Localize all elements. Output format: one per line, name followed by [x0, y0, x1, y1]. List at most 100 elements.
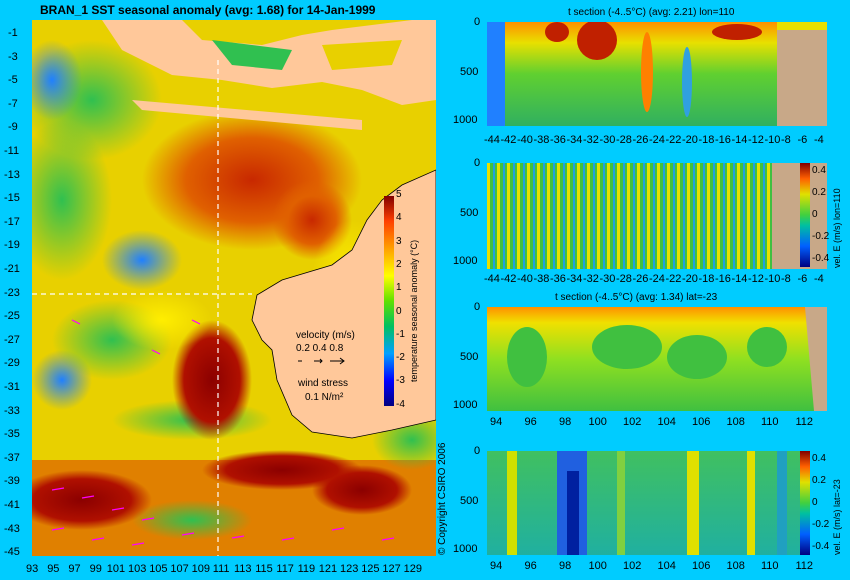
panel-x-tick: -8 — [781, 134, 791, 146]
map-x-tick: 119 — [297, 563, 316, 575]
map-x-tick: 123 — [340, 563, 359, 575]
panel-x-tick: -6 — [797, 134, 808, 146]
panel-x-tick: -34 — [566, 134, 583, 146]
wind-stress-label: wind stress — [298, 378, 349, 389]
panel-x-tick: -12 — [748, 134, 764, 146]
map-y-tick: -29 — [4, 357, 20, 370]
map-x-tick: 117 — [276, 563, 294, 575]
panel1-title: t section (-4..5°C) (avg: 2.21) lon=110 — [568, 7, 735, 18]
panel-x-tick: -18 — [698, 134, 715, 146]
map-x-tick: 103 — [128, 563, 147, 575]
panel3-title: t section (-4..5°C) (avg: 1.34) lat=-23 — [555, 292, 718, 303]
map-x-tick: 125 — [361, 563, 380, 575]
velocity-colorbar-tick: -0.4 — [812, 253, 830, 264]
panel-y-tick: 0 — [474, 301, 481, 313]
panel-x-tick: -18 — [698, 273, 715, 285]
sst-anomaly-map — [32, 20, 436, 556]
panel-y-tick: 500 — [460, 207, 479, 219]
panel-y-tick: 500 — [460, 495, 479, 507]
panel4-colorbar — [800, 451, 810, 555]
map-y-tick: -1 — [8, 27, 18, 39]
map-y-tick: -43 — [4, 522, 20, 535]
panel1-section — [487, 22, 827, 126]
panel-y-tick: 500 — [460, 351, 479, 363]
panel2-colorbar-label: vel. E (m/s) lon=110 — [832, 188, 842, 268]
velocity-colorbar-tick: 0 — [812, 209, 818, 220]
map-y-tick: -17 — [4, 215, 20, 228]
panel-x-tick: 108 — [726, 416, 745, 428]
map-y-tick: -37 — [4, 451, 20, 464]
panel3-section — [487, 307, 827, 411]
panel-x-tick: 100 — [588, 560, 607, 572]
map-x-tick: 115 — [255, 563, 273, 575]
velocity-colorbar-tick: 0 — [812, 497, 818, 508]
panel-x-tick: -22 — [665, 134, 682, 146]
panel-x-tick: -14 — [731, 134, 748, 146]
map-y-tick: -19 — [4, 239, 20, 252]
map-colorbar-tick: 0 — [396, 305, 402, 317]
velocity-legend-label: velocity (m/s) — [296, 330, 355, 341]
map-y-tick: -41 — [4, 499, 20, 511]
panel-x-tick: -4 — [814, 134, 824, 146]
panel2-section — [487, 163, 827, 269]
panel-x-tick: 96 — [524, 416, 537, 428]
panel-x-tick: -14 — [731, 273, 748, 285]
panel-x-tick: -36 — [550, 134, 566, 146]
panel-x-tick: -36 — [550, 273, 566, 285]
panel-x-tick: 96 — [524, 560, 537, 572]
map-colorbar-tick: -1 — [396, 328, 405, 340]
map-colorbar-tick: 1 — [396, 282, 402, 294]
map-colorbar — [384, 196, 394, 406]
panel-x-tick: -44 — [484, 134, 500, 146]
velocity-colorbar-tick: -0.4 — [812, 541, 830, 552]
map-y-tick: -7 — [8, 97, 18, 110]
panel-x-tick: -32 — [583, 273, 599, 285]
panel-x-tick: -10 — [764, 273, 781, 285]
panel-x-tick: 98 — [559, 560, 572, 572]
map-colorbar-tick: 4 — [396, 212, 402, 224]
panel-x-tick: 112 — [795, 416, 814, 428]
velocity-colorbar-tick: 0.2 — [812, 187, 826, 198]
map-y-tick: -39 — [4, 475, 20, 488]
panel-x-tick: 110 — [761, 560, 779, 572]
panel-x-tick: -38 — [533, 273, 550, 285]
velocity-colorbar-tick: -0.2 — [812, 519, 830, 530]
map-y-tick: -45 — [4, 546, 20, 559]
map-colorbar-tick: 2 — [396, 258, 402, 270]
panel-x-tick: -22 — [665, 273, 682, 285]
panel-y-tick: 1000 — [453, 543, 478, 555]
velocity-legend-values: 0.2 0.4 0.8 — [296, 343, 344, 354]
panel-x-tick: 102 — [623, 560, 642, 572]
panel-x-tick: -32 — [583, 134, 599, 146]
map-x-tick: 99 — [89, 563, 102, 575]
map-title: BRAN_1 SST seasonal anomaly (avg: 1.68) … — [40, 3, 376, 17]
map-x-tick: 101 — [106, 563, 126, 575]
panel-x-tick: -28 — [616, 134, 632, 146]
panel-x-tick: -42 — [500, 134, 517, 146]
map-y-tick: -9 — [8, 121, 18, 134]
panel-x-tick: 112 — [795, 560, 814, 572]
map-colorbar-tick: 5 — [396, 189, 402, 200]
map-y-tick: -13 — [4, 168, 20, 181]
panel-y-tick: 0 — [474, 445, 481, 457]
map-colorbar-tick: -2 — [396, 352, 405, 364]
panel-x-tick: -26 — [632, 273, 649, 285]
copyright: © Copyright CSIRO 2006 — [437, 442, 448, 555]
panel-y-tick: 0 — [474, 157, 481, 169]
map-colorbar-tick: -4 — [396, 398, 405, 410]
panel-x-tick: -24 — [649, 134, 665, 146]
panel-x-tick: -40 — [517, 134, 533, 146]
panel-x-tick: 94 — [490, 560, 503, 572]
map-x-tick: 107 — [170, 563, 189, 575]
panel-x-tick: -34 — [566, 273, 583, 285]
panel-x-tick: -44 — [484, 273, 500, 285]
panel-x-tick: -16 — [715, 273, 731, 285]
map-y-tick: -15 — [4, 192, 20, 205]
panel2-colorbar — [800, 163, 810, 267]
panel-x-tick: 108 — [726, 560, 745, 572]
map-y-tick: -31 — [4, 381, 20, 393]
map-y-tick: -35 — [4, 428, 20, 441]
panel-x-tick: -20 — [682, 134, 698, 146]
map-y-tick: -25 — [4, 310, 20, 323]
panel4-section — [487, 451, 800, 555]
